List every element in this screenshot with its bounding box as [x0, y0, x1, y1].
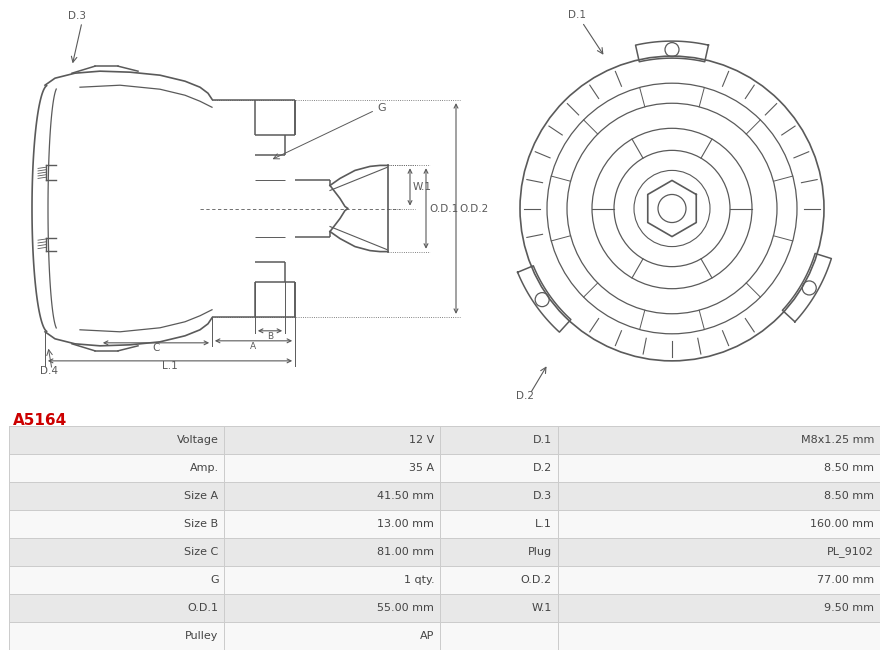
Bar [225, 622, 440, 650]
Bar [9, 538, 225, 566]
Bar [225, 510, 440, 538]
Bar [9, 566, 225, 594]
Text: O.D.1: O.D.1 [188, 603, 219, 613]
Bar [225, 566, 440, 594]
Text: 8.50 mm: 8.50 mm [824, 463, 874, 473]
Bar [9, 594, 225, 622]
Text: O.D.1: O.D.1 [429, 203, 458, 213]
Bar [557, 594, 880, 622]
Text: 77.00 mm: 77.00 mm [817, 575, 874, 585]
Text: D.3: D.3 [533, 491, 552, 501]
Bar [225, 594, 440, 622]
Text: Size A: Size A [185, 491, 219, 501]
Text: AP: AP [420, 631, 434, 641]
Bar [225, 426, 440, 454]
Text: W.1: W.1 [413, 183, 432, 192]
Text: O.D.2: O.D.2 [459, 203, 488, 213]
Text: 8.50 mm: 8.50 mm [824, 491, 874, 501]
Bar [440, 594, 557, 622]
Text: D.1: D.1 [533, 435, 552, 445]
Bar [440, 622, 557, 650]
Bar [9, 510, 225, 538]
Text: 12 V: 12 V [409, 435, 434, 445]
Text: A5164: A5164 [12, 413, 67, 428]
Text: D.2: D.2 [516, 391, 534, 401]
Text: 35 A: 35 A [409, 463, 434, 473]
Bar [440, 426, 557, 454]
Text: G: G [377, 103, 386, 113]
Bar [440, 538, 557, 566]
Bar [9, 482, 225, 510]
Bar [440, 566, 557, 594]
Text: 81.00 mm: 81.00 mm [377, 547, 434, 557]
Bar [557, 566, 880, 594]
Text: L.1: L.1 [535, 519, 552, 529]
Text: 41.50 mm: 41.50 mm [377, 491, 434, 501]
Text: C: C [152, 343, 160, 353]
Bar [9, 426, 225, 454]
Text: 55.00 mm: 55.00 mm [377, 603, 434, 613]
Text: 1 qty.: 1 qty. [404, 575, 434, 585]
Bar [225, 538, 440, 566]
Text: Plug: Plug [528, 547, 552, 557]
Bar [557, 454, 880, 482]
Bar [557, 482, 880, 510]
Text: L.1: L.1 [162, 361, 178, 371]
Bar [440, 454, 557, 482]
Bar [557, 426, 880, 454]
Text: Pulley: Pulley [185, 631, 219, 641]
Text: D.3: D.3 [68, 11, 86, 21]
Text: 9.50 mm: 9.50 mm [824, 603, 874, 613]
Text: A: A [250, 342, 256, 351]
Text: PL_9102: PL_9102 [828, 547, 874, 558]
Text: G: G [210, 575, 219, 585]
Text: Voltage: Voltage [177, 435, 219, 445]
Text: D.4: D.4 [40, 366, 58, 376]
Bar [9, 454, 225, 482]
Bar [440, 482, 557, 510]
Bar [9, 622, 225, 650]
Bar [440, 510, 557, 538]
Bar [557, 622, 880, 650]
Text: M8x1.25 mm: M8x1.25 mm [801, 435, 874, 445]
Text: D.2: D.2 [533, 463, 552, 473]
Bar [557, 510, 880, 538]
Text: W.1: W.1 [532, 603, 552, 613]
Text: O.D.2: O.D.2 [521, 575, 552, 585]
Text: 13.00 mm: 13.00 mm [377, 519, 434, 529]
Text: Amp.: Amp. [189, 463, 219, 473]
Bar [557, 538, 880, 566]
Text: 160.00 mm: 160.00 mm [811, 519, 874, 529]
Text: Size B: Size B [185, 519, 219, 529]
Text: B: B [267, 332, 273, 341]
Text: Size C: Size C [184, 547, 219, 557]
Bar [225, 482, 440, 510]
Text: D.1: D.1 [568, 10, 586, 20]
Bar [225, 454, 440, 482]
